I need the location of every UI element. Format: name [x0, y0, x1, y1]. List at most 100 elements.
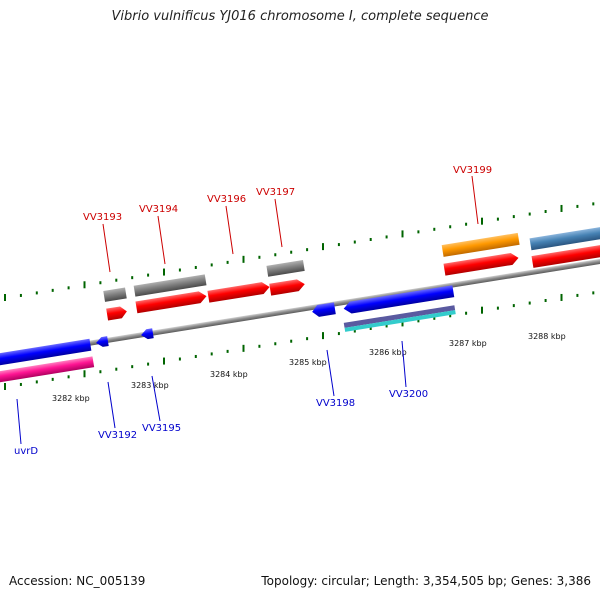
lower-tick-10 [163, 357, 165, 365]
upper-tick-6 [99, 281, 102, 285]
gene-label-vv3195[interactable]: VV3195 [142, 423, 181, 434]
feature-bar-gray-1[interactable] [103, 287, 127, 302]
upper-tick-19 [306, 248, 309, 252]
upper-tick-13 [210, 263, 213, 267]
lower-tick-36 [576, 293, 579, 297]
lower-tick-9 [147, 362, 150, 366]
topology-text: Topology: circular; Length: 3,354,505 bp… [261, 574, 591, 588]
lower-tick-32 [512, 304, 515, 308]
feature-bar-gray-2[interactable] [133, 274, 207, 297]
lower-tick-35 [560, 293, 563, 301]
lower-tick-8 [131, 365, 134, 369]
leader-line-vv3194 [157, 215, 166, 265]
lower-tick-15 [242, 344, 245, 352]
lower-tick-21 [337, 332, 340, 336]
lower-tick-1 [19, 382, 22, 386]
gene-arrow-vv3199[interactable] [443, 252, 520, 276]
kbp-label-3283: 3283 kbp [131, 381, 169, 390]
upper-tick-4 [67, 286, 70, 290]
lower-tick-3 [51, 377, 54, 381]
lower-tick-16 [258, 344, 261, 348]
gene-label-vv3192[interactable]: VV3192 [98, 430, 137, 441]
feature-bar-pink[interactable] [0, 356, 95, 386]
upper-tick-8 [131, 276, 134, 280]
upper-tick-20 [322, 243, 324, 251]
leader-line-vv3193 [102, 223, 111, 273]
upper-tick-2 [35, 291, 38, 295]
kbp-label-3284: 3284 kbp [210, 370, 248, 379]
gene-arrow-next-forward[interactable] [531, 243, 600, 268]
upper-tick-7 [115, 278, 118, 282]
gene-arrow-vv3198[interactable] [311, 302, 336, 317]
feature-bar-purple[interactable] [343, 305, 456, 328]
gene-arrow-vv3197[interactable] [269, 278, 305, 296]
upper-tick-row [4, 202, 595, 301]
lower-tick-19 [306, 337, 309, 341]
upper-tick-37 [592, 202, 595, 206]
gene-arrow-vv3193[interactable] [106, 305, 128, 321]
kbp-label-3288: 3288 kbp [528, 332, 566, 341]
lower-tick-33 [528, 301, 531, 305]
leader-line-vv3197 [274, 198, 283, 248]
leader-line-uvrd [16, 398, 22, 445]
upper-tick-11 [178, 268, 181, 272]
leader-line-vv3200 [401, 340, 407, 388]
upper-tick-3 [51, 288, 54, 292]
kbp-label-3285: 3285 kbp [289, 358, 327, 367]
leader-line-vv3196 [225, 205, 234, 255]
lower-tick-17 [274, 342, 277, 346]
gene-label-vv3199[interactable]: VV3199 [453, 165, 492, 176]
feature-bar-orange[interactable] [441, 232, 520, 257]
lower-tick-31 [496, 306, 499, 310]
upper-tick-21 [337, 243, 340, 247]
lower-tick-11 [178, 357, 181, 361]
lower-tick-5 [83, 370, 86, 378]
lower-tick-22 [353, 329, 356, 333]
feature-bar-steelblue[interactable] [529, 225, 600, 251]
gene-label-vv3200[interactable]: VV3200 [389, 389, 428, 400]
upper-tick-9 [147, 273, 150, 277]
upper-tick-28 [449, 225, 452, 229]
upper-tick-30 [481, 217, 483, 225]
gene-arrow-vv3192[interactable] [95, 336, 109, 348]
feature-bar-cyan[interactable] [344, 310, 456, 332]
upper-tick-12 [194, 265, 197, 269]
gene-arrow-vv3196[interactable] [207, 281, 270, 303]
upper-tick-10 [163, 268, 165, 276]
lower-tick-6 [99, 370, 102, 374]
gene-arrow-vv3200[interactable] [343, 285, 455, 314]
lower-tick-23 [369, 326, 372, 330]
lower-tick-18 [290, 339, 293, 343]
lower-tick-14 [226, 349, 229, 353]
leader-line-vv3192 [107, 381, 116, 429]
lower-tick-row [4, 291, 595, 390]
gene-label-vv3194[interactable]: VV3194 [139, 204, 178, 215]
gene-label-vv3198[interactable]: VV3198 [316, 398, 355, 409]
gene-label-vv3193[interactable]: VV3193 [83, 212, 122, 223]
kbp-label-3287: 3287 kbp [449, 339, 487, 348]
feature-bar-gray-3[interactable] [266, 260, 305, 277]
upper-tick-32 [512, 215, 515, 219]
leader-line-vv3195 [151, 375, 161, 422]
lower-tick-20 [322, 332, 324, 340]
lower-tick-0 [4, 383, 6, 390]
upper-tick-15 [242, 255, 245, 263]
upper-tick-25 [401, 230, 404, 238]
lower-tick-4 [67, 375, 70, 379]
lower-tick-30 [481, 306, 483, 314]
gene-label-vv3197[interactable]: VV3197 [256, 187, 295, 198]
upper-tick-23 [369, 237, 372, 241]
gene-label-vv3196[interactable]: VV3196 [207, 194, 246, 205]
upper-tick-31 [496, 217, 499, 221]
upper-tick-36 [576, 204, 579, 208]
gene-arrow-uvrd[interactable] [0, 338, 92, 369]
gene-arrow-vv3194[interactable] [135, 290, 207, 314]
lower-tick-24 [385, 324, 388, 328]
upper-tick-24 [385, 235, 388, 239]
gene-arrow-vv3195[interactable] [140, 328, 154, 340]
lower-tick-37 [592, 291, 595, 295]
leader-line-vv3198 [326, 349, 335, 397]
lower-tick-29 [465, 311, 468, 315]
gene-label-uvrd[interactable]: uvrD [14, 446, 38, 457]
